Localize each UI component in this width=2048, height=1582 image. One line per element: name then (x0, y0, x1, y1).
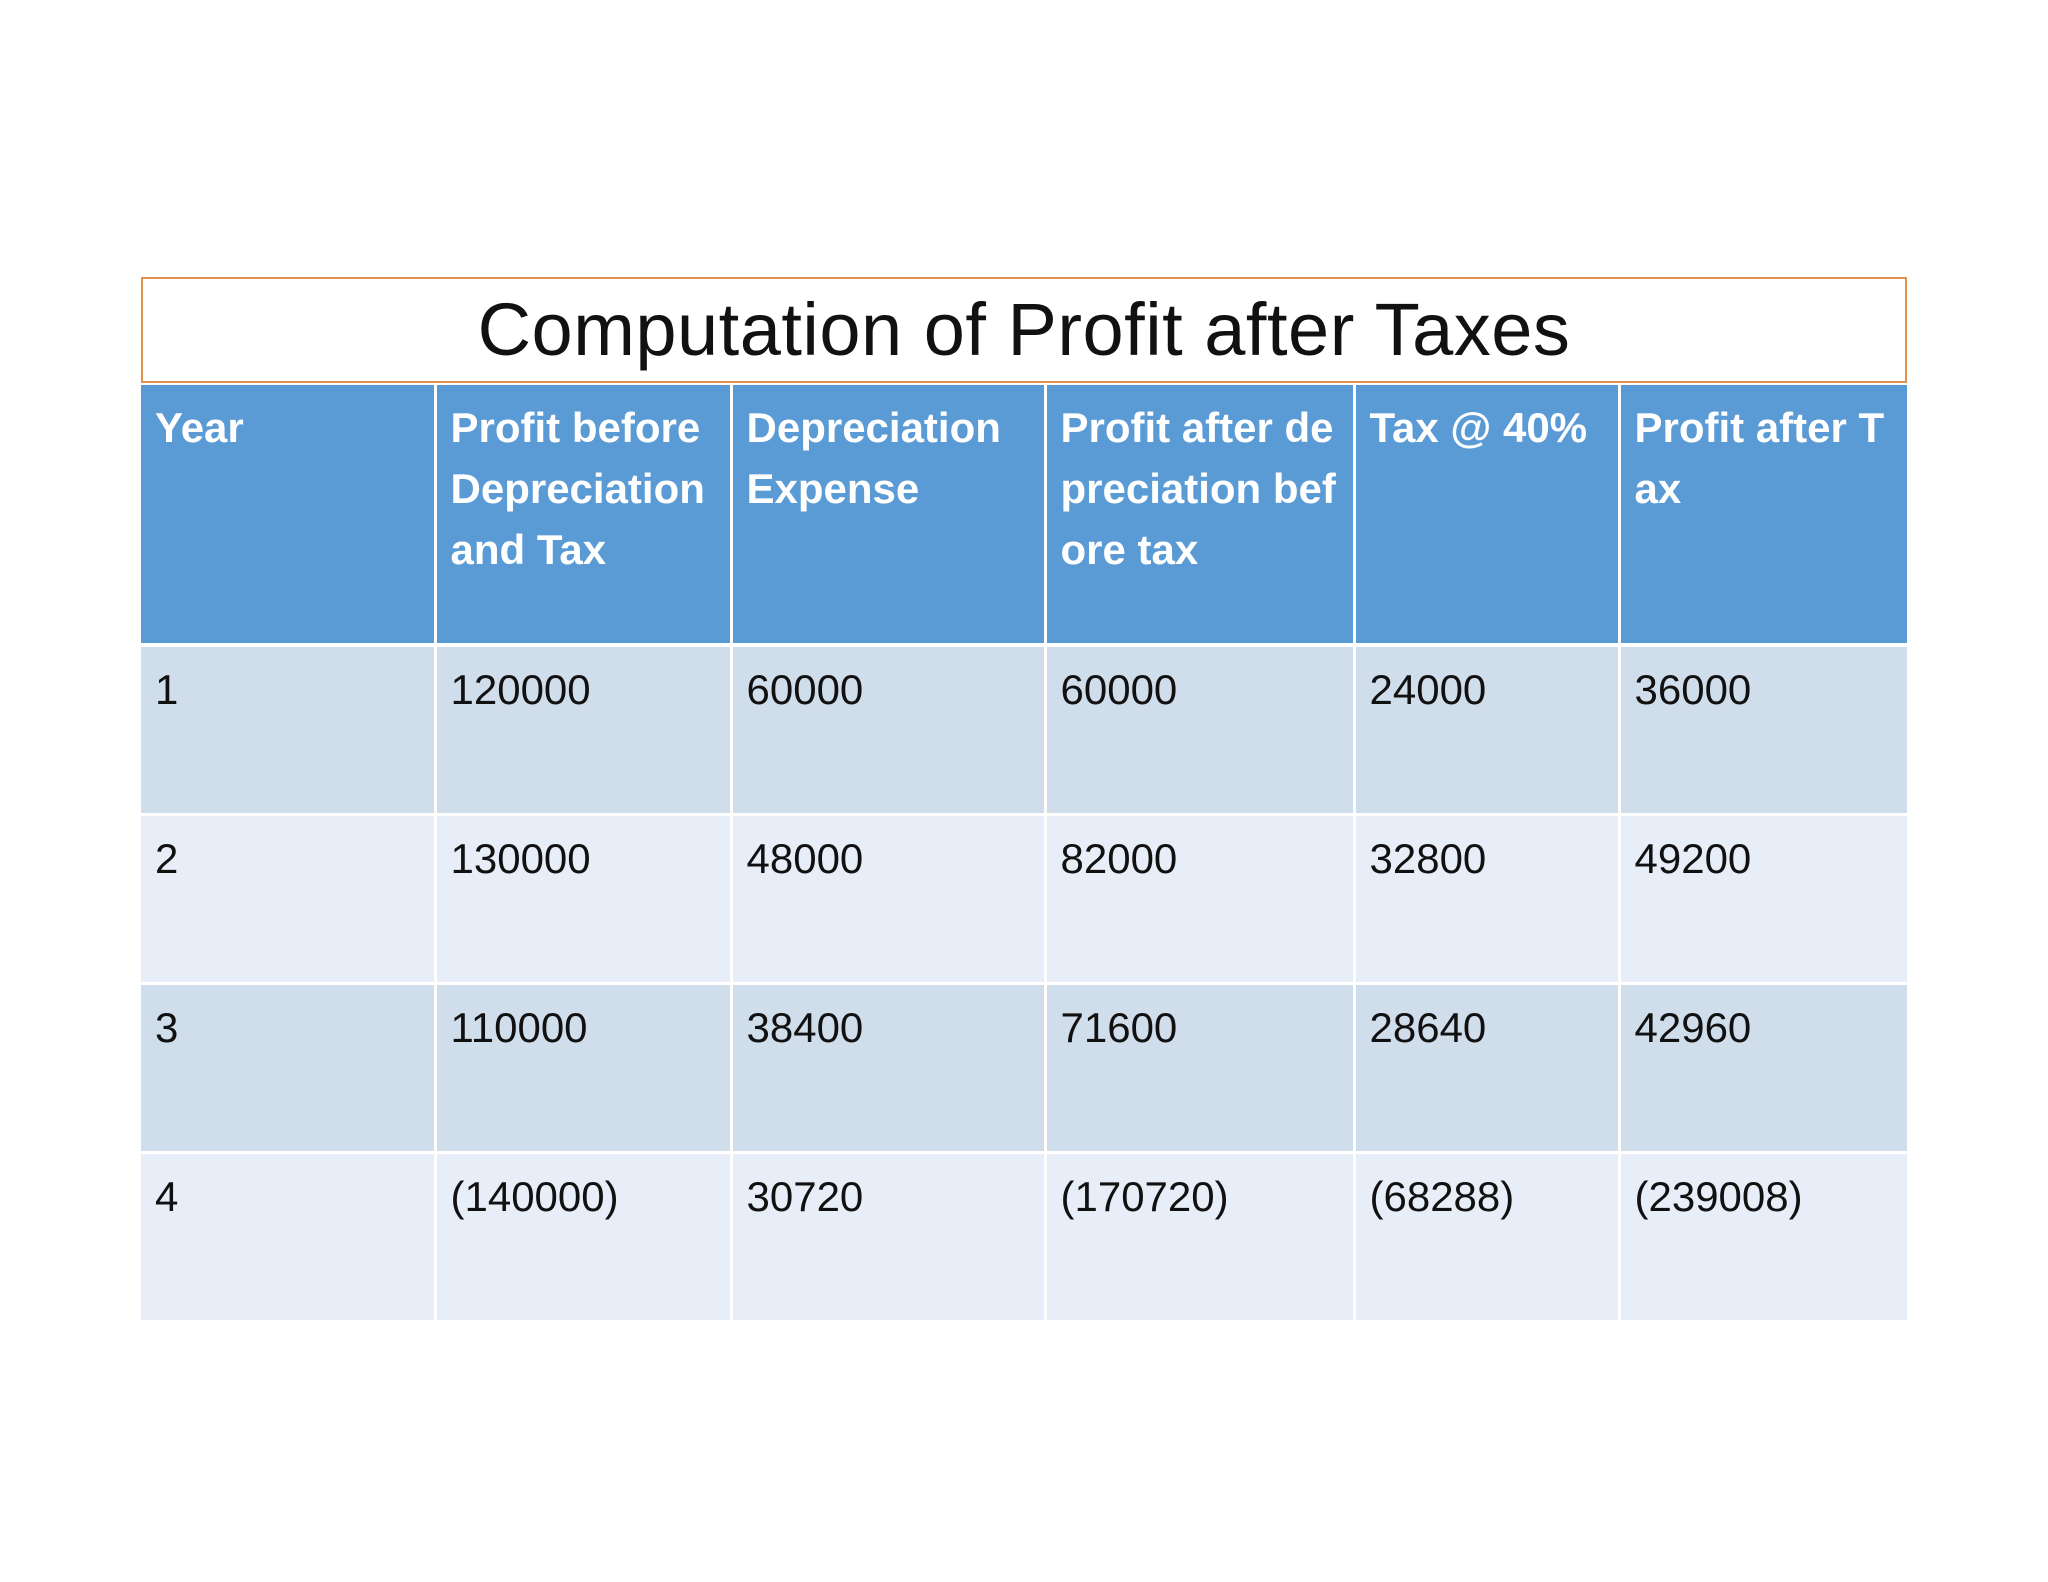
table-cell: 49200 (1617, 814, 1907, 985)
header-cell: Depreciation Expense (729, 385, 1047, 647)
table-cell: 3 (141, 983, 437, 1154)
slide-title: Computation of Profit after Taxes (477, 288, 1571, 371)
header-cell: Year (141, 385, 437, 647)
table-cell: 71600 (1043, 983, 1356, 1154)
table-cell: 36000 (1617, 645, 1907, 816)
header-cell: Profit after Tax (1617, 385, 1907, 647)
table-cell: 28640 (1352, 983, 1621, 1154)
table-cell: 120000 (433, 645, 733, 816)
table-cell: 38400 (729, 983, 1047, 1154)
table-cell: 82000 (1043, 814, 1356, 985)
table-row: 4 (140000) 30720 (170720) (68288) (23900… (141, 1152, 1907, 1323)
table-cell: 4 (141, 1152, 437, 1323)
header-cell: Tax @ 40% (1352, 385, 1621, 647)
table-cell: 30720 (729, 1152, 1047, 1323)
table-row: 1 120000 60000 60000 24000 36000 (141, 645, 1907, 816)
table-cell: 32800 (1352, 814, 1621, 985)
table-row: 3 110000 38400 71600 28640 42960 (141, 983, 1907, 1154)
title-box: Computation of Profit after Taxes (141, 277, 1907, 383)
table-cell: 110000 (433, 983, 733, 1154)
table-cell: 60000 (1043, 645, 1356, 816)
table-cell: 130000 (433, 814, 733, 985)
header-cell: Profit before Depreciation and Tax (433, 385, 733, 647)
header-cell: Profit after depreciation before tax (1043, 385, 1356, 647)
header-row: Year Profit before Depreciation and Tax … (141, 385, 1907, 647)
table-cell: 60000 (729, 645, 1047, 816)
table-cell: 42960 (1617, 983, 1907, 1154)
table-cell: 1 (141, 645, 437, 816)
profit-table: Year Profit before Depreciation and Tax … (141, 385, 1907, 1323)
table-cell: 24000 (1352, 645, 1621, 816)
table-cell: (68288) (1352, 1152, 1621, 1323)
table-cell: (170720) (1043, 1152, 1356, 1323)
table-cell: (140000) (433, 1152, 733, 1323)
table-cell: 48000 (729, 814, 1047, 985)
table-cell: (239008) (1617, 1152, 1907, 1323)
table-row: 2 130000 48000 82000 32800 49200 (141, 814, 1907, 985)
table-cell: 2 (141, 814, 437, 985)
